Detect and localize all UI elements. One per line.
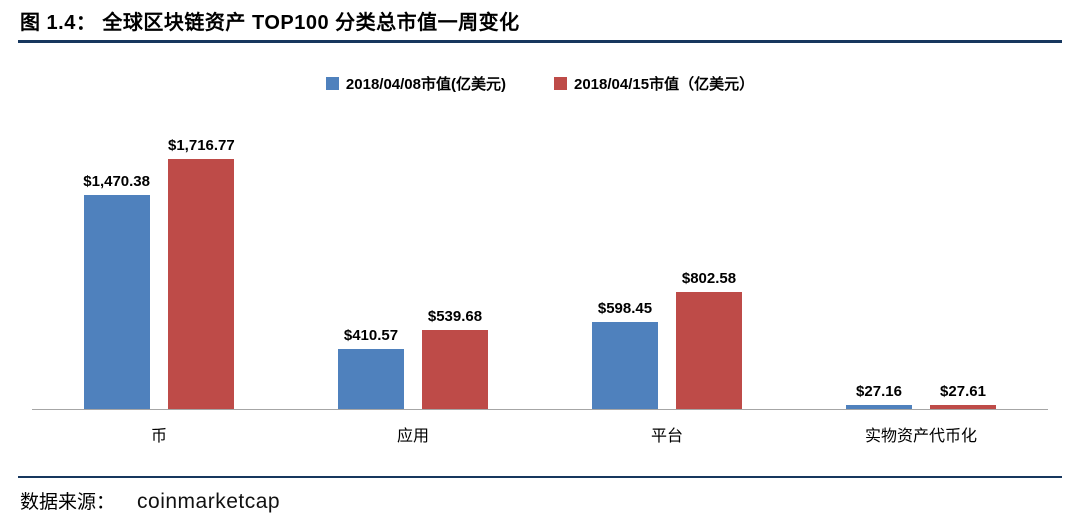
x-axis-labels: 币 应用 平台 实物资产代币化 [32,410,1048,446]
legend-label: 2018/04/15市值（亿美元） [574,76,755,93]
footer-rule [18,476,1062,478]
data-source-line: 数据来源： coinmarketcap [18,478,1062,526]
title-underline-rule [18,40,1062,43]
bar-group-4: $27.16 $27.61 [794,110,1048,409]
figure-header: 图 1.4： 全球区块链资产 TOP100 分类总市值一周变化 [18,6,1062,43]
x-axis-label: 实物资产代币化 [864,428,977,445]
bar-value-label: $539.68 [427,308,483,325]
legend-label: 2018/04/08市值(亿美元) [345,76,506,93]
bar-item: $802.58 [676,270,742,409]
bar-value-label: $27.61 [940,383,986,400]
bar-item: $410.57 [338,327,404,409]
bar-item: $27.16 [846,383,912,409]
bar-group-2: $410.57 $539.68 [286,110,540,409]
bar-item: $1,470.38 [83,173,150,409]
bar-chart: 2018/04/08市值(亿美元) 2018/04/15市值（亿美元） $1,47… [18,43,1062,446]
bar-series-2 [676,292,742,409]
x-axis-label: 平台 [650,428,683,445]
figure-footer: 数据来源： coinmarketcap [18,476,1062,526]
bar-value-label: $410.57 [343,327,399,344]
data-source-label: 数据来源： [20,492,116,513]
bar-item: $27.61 [930,383,996,409]
bar-item: $598.45 [592,300,658,409]
chart-legend: 2018/04/08市值(亿美元) 2018/04/15市值（亿美元） [18,73,1062,94]
legend-item-series-2: 2018/04/15市值（亿美元） [554,73,754,94]
bar-series-2 [422,330,488,409]
bar-series-2 [168,159,235,409]
legend-item-series-1: 2018/04/08市值(亿美元) [325,73,506,94]
plot-area: $1,470.38 $1,716.77 $410.57 $539.68 $598.45 $… [32,110,1048,410]
figure-title: 图 1.4： 全球区块链资产 TOP100 分类总市值一周变化 [20,12,520,34]
legend-swatch-icon [325,77,339,90]
x-axis-label: 币 [150,428,167,445]
bar-value-label: $1,470.38 [83,173,150,190]
bar-value-label: $27.16 [856,383,902,400]
data-source-value: coinmarketcap [137,490,281,513]
bar-item: $539.68 [422,308,488,409]
x-axis-label: 应用 [396,428,429,445]
bar-group-1: $1,470.38 $1,716.77 [32,110,286,409]
bar-value-label: $1,716.77 [168,137,235,154]
bar-series-1 [338,349,404,409]
bar-value-label: $802.58 [681,270,737,287]
legend-swatch-icon [554,77,567,90]
bar-series-2 [930,405,996,409]
bar-series-1 [592,322,658,409]
bar-series-1 [846,405,912,409]
bar-value-label: $598.45 [597,300,653,317]
bar-series-1 [83,195,150,409]
bar-group-3: $598.45 $802.58 [540,110,794,409]
bar-item: $1,716.77 [168,137,235,409]
